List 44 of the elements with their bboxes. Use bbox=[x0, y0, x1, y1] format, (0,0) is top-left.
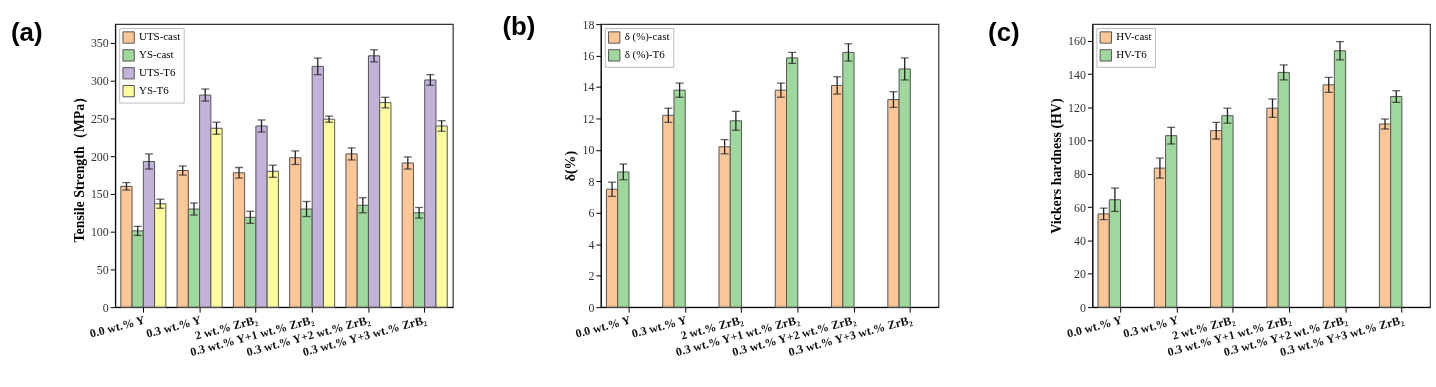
x-tick-label: 0.0 wt.% Y bbox=[88, 312, 147, 341]
chart-title: (a) bbox=[10, 17, 43, 46]
legend-label: UTS-T6 bbox=[139, 66, 176, 79]
y-tick-label: 0 bbox=[588, 300, 595, 315]
y-axis-title: Vickers hardness (HV) bbox=[1049, 98, 1066, 234]
legend-label: UTS-cast bbox=[139, 30, 181, 43]
y-tick-label: 0 bbox=[1079, 300, 1086, 315]
y-tick-label: 12 bbox=[582, 111, 595, 126]
legend-label: YS-T6 bbox=[139, 84, 170, 97]
legend-label: HV-cast bbox=[1116, 30, 1152, 43]
y-tick-label: 14 bbox=[582, 80, 595, 95]
chart-title: (b) bbox=[502, 12, 536, 41]
y-tick-label: 120 bbox=[1068, 100, 1086, 115]
chart-title: (c) bbox=[988, 17, 1020, 46]
y-axis-title: Tensile Strength（MPa） bbox=[71, 89, 87, 243]
y-tick-label: 50 bbox=[96, 262, 109, 277]
y-tick-label: 100 bbox=[1068, 134, 1086, 149]
y-tick-label: 4 bbox=[588, 237, 595, 252]
legend-label: δ (%)-T6 bbox=[624, 48, 666, 62]
y-tick-label: 0 bbox=[102, 300, 109, 315]
y-tick-label: 150 bbox=[90, 187, 109, 202]
y-tick-label: 40 bbox=[1074, 234, 1086, 249]
y-tick-label: 140 bbox=[1068, 67, 1086, 82]
y-axis-title: δ(%) bbox=[563, 150, 580, 182]
y-tick-label: 100 bbox=[90, 225, 109, 240]
y-tick-label: 8 bbox=[588, 174, 595, 189]
y-tick-label: 300 bbox=[90, 74, 109, 89]
y-tick-label: 10 bbox=[582, 143, 595, 158]
x-tick-label: 0.0 wt.% Y bbox=[573, 312, 633, 341]
y-tick-label: 2 bbox=[588, 269, 595, 284]
y-tick-label: 200 bbox=[90, 149, 109, 164]
y-tick-label: 6 bbox=[588, 206, 595, 221]
legend-label: YS-cast bbox=[139, 48, 174, 61]
y-tick-label: 250 bbox=[90, 111, 109, 126]
y-tick-label: 160 bbox=[1068, 34, 1086, 49]
y-tick-label: 18 bbox=[582, 17, 595, 32]
y-tick-label: 16 bbox=[582, 49, 595, 64]
y-tick-label: 80 bbox=[1074, 167, 1086, 182]
y-tick-label: 20 bbox=[1074, 267, 1086, 282]
y-tick-label: 60 bbox=[1074, 200, 1086, 215]
legend-label: HV-T6 bbox=[1116, 48, 1148, 61]
x-tick-label: 0.0 wt.% Y bbox=[1065, 312, 1124, 341]
y-tick-label: 350 bbox=[90, 36, 109, 51]
legend-label: δ (%)-cast bbox=[624, 30, 670, 44]
